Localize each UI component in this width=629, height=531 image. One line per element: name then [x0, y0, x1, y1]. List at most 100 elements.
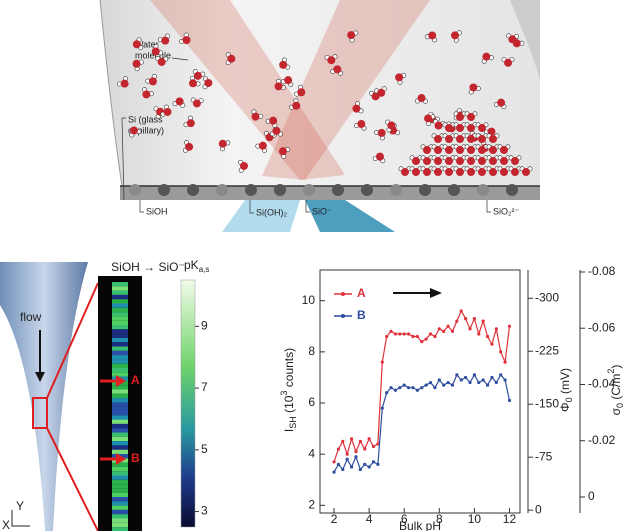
oxygen	[423, 146, 431, 154]
oxygen	[142, 90, 151, 99]
stripe	[112, 406, 128, 411]
silica-layer	[120, 186, 540, 200]
capillary-illustration: Water molecule Si (glass capillary) SiOH…	[99, 0, 540, 232]
stripe	[112, 282, 128, 287]
data-point	[477, 332, 481, 336]
oxygen	[333, 65, 342, 74]
axis-label-part: counts)	[282, 348, 296, 391]
y3-tick-label: 0	[588, 489, 595, 503]
data-point	[472, 317, 476, 321]
oxygen	[284, 76, 293, 85]
data-point	[490, 342, 494, 346]
marker-arrowhead	[116, 453, 126, 465]
colorbar-label-main: pK	[184, 258, 199, 272]
oxygen	[467, 124, 475, 132]
stripe	[112, 303, 128, 308]
axis-label-part: σ	[609, 407, 623, 415]
site-label: SiO₂²⁻	[493, 206, 519, 216]
oxygen	[161, 36, 170, 45]
oxygen	[188, 79, 197, 88]
stripe	[112, 428, 128, 433]
oxygen	[129, 126, 138, 135]
surface-site	[477, 184, 489, 196]
capillary-panel: flow A B SiOH → SiO⁻ pKa,s Y X 9 7 5 3	[0, 258, 209, 531]
data-point	[341, 467, 345, 472]
axis-glyph-label: X	[2, 518, 10, 531]
oxygen	[278, 147, 287, 156]
data-point	[446, 324, 450, 328]
stripe	[112, 514, 128, 519]
oxygen	[434, 121, 443, 130]
data-point	[354, 450, 358, 454]
oxygen	[132, 59, 141, 68]
stripe	[112, 527, 128, 531]
axis-label-part: SH	[288, 416, 298, 429]
x-tick-label: 10	[468, 512, 482, 526]
data-point	[507, 398, 512, 403]
capillary	[0, 262, 88, 531]
axis-label-part: 2	[606, 369, 616, 374]
data-point	[411, 386, 415, 390]
laser-beam	[150, 0, 345, 180]
data-point	[490, 375, 494, 380]
oxygen	[467, 113, 475, 121]
data-point	[485, 383, 490, 387]
oxygen	[469, 83, 478, 92]
oxygen	[186, 119, 195, 128]
stripes	[112, 282, 128, 531]
stripe	[112, 471, 128, 476]
marker-arrowhead	[116, 375, 126, 387]
zoom-line	[46, 282, 99, 399]
oxygen	[467, 135, 475, 143]
oxygen	[489, 135, 497, 143]
glass-label: Si (glass	[128, 114, 163, 124]
data-point	[385, 391, 389, 395]
data-point	[503, 378, 507, 382]
stripe	[112, 436, 128, 442]
data-point	[349, 465, 354, 469]
oxygen	[478, 168, 486, 176]
flow-label: flow	[20, 310, 42, 324]
oxygen	[387, 121, 396, 130]
y2-tick-label: -300	[535, 290, 559, 304]
data-point	[481, 378, 485, 382]
oxygen	[239, 161, 248, 170]
axis-label-part: )	[609, 365, 623, 369]
oxygen	[412, 157, 420, 165]
data-point	[358, 467, 362, 472]
stripe	[112, 286, 128, 291]
data-point	[428, 332, 433, 336]
sh-beam	[222, 200, 300, 232]
data-point	[433, 334, 437, 339]
surface-site	[448, 184, 460, 196]
oxygen	[451, 31, 460, 40]
leader-line	[305, 200, 310, 213]
stripe	[112, 337, 128, 343]
stripe	[112, 441, 128, 446]
y3-tick-label: -0.08	[588, 264, 616, 278]
data-point	[468, 380, 472, 385]
oxygen	[456, 146, 464, 154]
marker-label: B	[131, 451, 140, 465]
stripe	[112, 342, 128, 347]
series-line	[333, 373, 511, 473]
colorbar-tick-label: 5	[201, 442, 208, 456]
oxygen	[445, 146, 453, 154]
surface-site	[158, 184, 170, 196]
colorbar-tick-label: 3	[201, 504, 208, 518]
site-label: SiOH	[146, 206, 168, 216]
legend-label: A	[357, 286, 366, 300]
water-label: molecule	[135, 50, 171, 60]
data-point	[442, 329, 446, 333]
stripe	[112, 307, 128, 313]
y2-tick-label: -150	[535, 396, 559, 410]
stripe	[112, 522, 128, 528]
stripe	[112, 294, 128, 300]
surface-site	[390, 184, 402, 196]
y-tick-label: 2	[308, 497, 315, 511]
data-point	[336, 462, 341, 466]
data-point	[376, 462, 380, 466]
data-point	[363, 462, 367, 466]
x-tick-label: 6	[401, 512, 408, 526]
legend-marker	[341, 314, 345, 318]
